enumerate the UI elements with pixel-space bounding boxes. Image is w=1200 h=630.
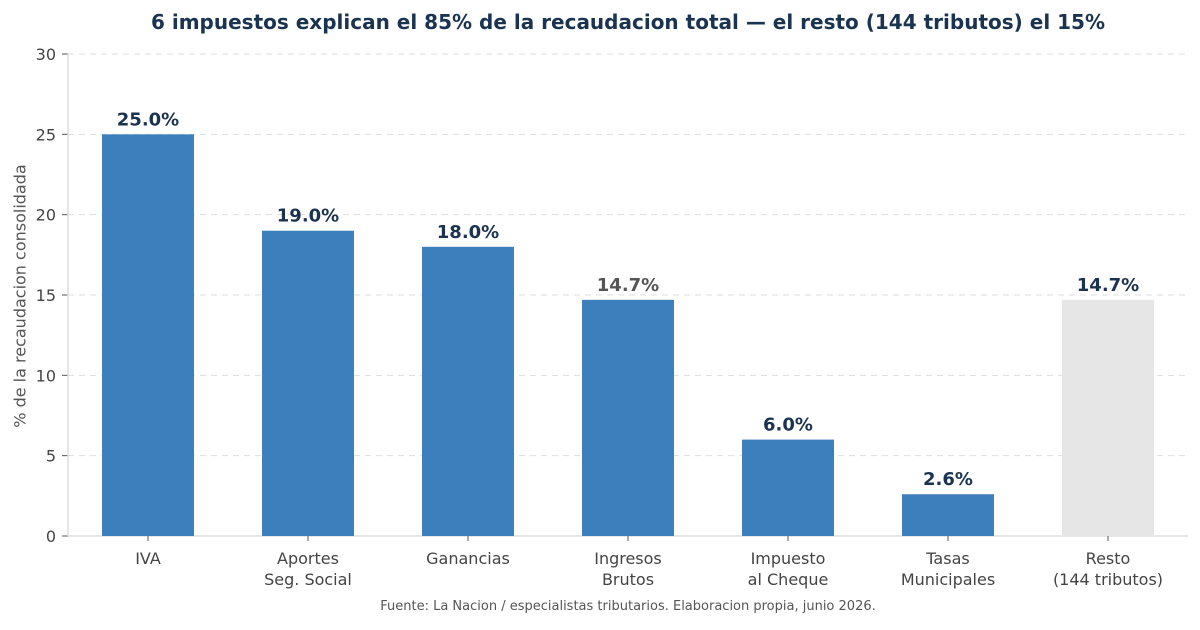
bar xyxy=(902,494,994,536)
bar xyxy=(742,439,834,536)
data-label: 2.6% xyxy=(923,469,973,490)
data-label: 14.7% xyxy=(1077,275,1139,296)
y-tick-label: 10 xyxy=(36,366,56,385)
data-label: 14.7% xyxy=(597,275,659,296)
x-tick-label: Resto (144 tributos) xyxy=(1053,549,1163,589)
x-tick-label: IVA xyxy=(135,549,161,568)
y-tick-label: 25 xyxy=(36,125,56,144)
x-tick-label: Impuesto al Cheque xyxy=(748,549,829,589)
data-label: 18.0% xyxy=(437,222,499,243)
bar xyxy=(262,230,354,536)
x-tick-label: Aportes Seg. Social xyxy=(264,549,352,589)
data-label: 25.0% xyxy=(117,109,179,130)
data-label: 19.0% xyxy=(277,206,339,227)
x-tick-label: Ganancias xyxy=(426,549,510,568)
y-tick-label: 20 xyxy=(36,206,56,225)
x-tick-label: Ingresos Brutos xyxy=(594,549,662,589)
bar xyxy=(582,299,674,536)
source-note: Fuente: La Nacion / especialistas tribut… xyxy=(380,599,876,614)
y-tick-label: 0 xyxy=(46,527,56,546)
y-tick-label: 30 xyxy=(36,45,56,64)
bar xyxy=(102,134,194,537)
x-tick-label: Tasas Municipales xyxy=(901,549,995,589)
chart-title: 6 impuestos explican el 85% de la recaud… xyxy=(150,10,1106,34)
y-tick-label: 15 xyxy=(36,286,56,305)
bar xyxy=(422,246,514,537)
data-label: 6.0% xyxy=(763,415,813,436)
bar xyxy=(1062,299,1154,536)
y-tick-label: 5 xyxy=(46,447,56,466)
